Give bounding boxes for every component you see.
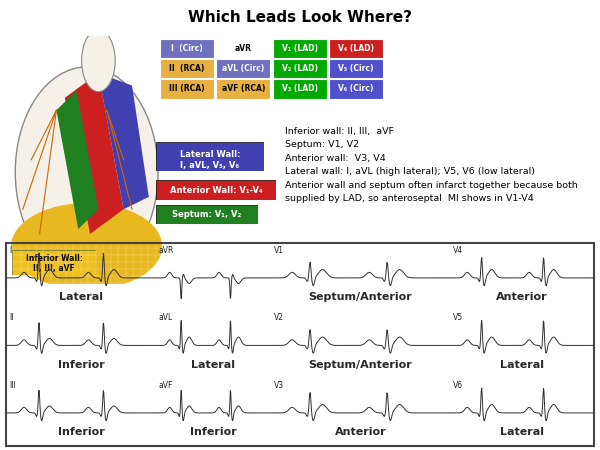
- Text: Inferior: Inferior: [58, 427, 104, 437]
- Text: aVR: aVR: [158, 246, 173, 255]
- Text: Lateral: Lateral: [500, 360, 544, 369]
- Text: Which Leads Look Where?: Which Leads Look Where?: [188, 10, 412, 25]
- Text: Septum: V₁, V₂: Septum: V₁, V₂: [172, 210, 242, 219]
- Text: Inferior: Inferior: [58, 360, 104, 369]
- FancyBboxPatch shape: [160, 79, 214, 99]
- Text: V₆ (Circ): V₆ (Circ): [338, 85, 374, 94]
- FancyBboxPatch shape: [160, 39, 214, 58]
- Text: V₄ (LAD): V₄ (LAD): [338, 44, 374, 53]
- Text: Anterior: Anterior: [496, 292, 548, 302]
- Text: Lateral Wall:: Lateral Wall:: [180, 150, 240, 159]
- Ellipse shape: [15, 67, 158, 277]
- FancyBboxPatch shape: [273, 121, 594, 226]
- Text: V₃ (LAD): V₃ (LAD): [281, 85, 317, 94]
- Text: V3: V3: [274, 381, 284, 390]
- Text: V5: V5: [453, 313, 463, 322]
- Text: Septum/Anterior: Septum/Anterior: [308, 360, 412, 369]
- Text: II: II: [9, 313, 13, 322]
- Text: V6: V6: [453, 381, 463, 390]
- Text: I  (Circ): I (Circ): [171, 44, 203, 53]
- Text: V₂ (LAD): V₂ (LAD): [281, 64, 317, 73]
- Text: aVF: aVF: [158, 381, 173, 390]
- FancyBboxPatch shape: [217, 59, 271, 78]
- Text: Lateral: Lateral: [500, 427, 544, 437]
- FancyBboxPatch shape: [272, 79, 326, 99]
- FancyBboxPatch shape: [272, 59, 326, 78]
- FancyBboxPatch shape: [217, 39, 271, 58]
- FancyBboxPatch shape: [217, 79, 271, 99]
- FancyBboxPatch shape: [156, 142, 264, 171]
- Text: aVR: aVR: [235, 44, 252, 53]
- Text: II, III, aVF: II, III, aVF: [33, 264, 75, 273]
- Text: V4: V4: [453, 246, 463, 255]
- Text: Lateral: Lateral: [59, 292, 103, 302]
- Text: aVF (RCA): aVF (RCA): [221, 85, 265, 94]
- Text: aVL: aVL: [158, 313, 172, 322]
- Text: Inferior Wall:: Inferior Wall:: [26, 254, 82, 263]
- FancyBboxPatch shape: [12, 250, 96, 274]
- Text: V2: V2: [274, 313, 284, 322]
- Text: Anterior Wall: V₁-V₄: Anterior Wall: V₁-V₄: [170, 185, 262, 194]
- Text: Septum/Anterior: Septum/Anterior: [308, 292, 412, 302]
- FancyBboxPatch shape: [329, 39, 383, 58]
- Text: II  (RCA): II (RCA): [169, 64, 205, 73]
- Polygon shape: [56, 90, 98, 229]
- FancyBboxPatch shape: [160, 59, 214, 78]
- Text: I: I: [9, 246, 11, 255]
- FancyBboxPatch shape: [156, 205, 258, 224]
- Text: aVL (Circ): aVL (Circ): [222, 64, 265, 73]
- Text: V₁ (LAD): V₁ (LAD): [281, 44, 317, 53]
- FancyBboxPatch shape: [272, 39, 326, 58]
- Text: V₅ (Circ): V₅ (Circ): [338, 64, 374, 73]
- Text: III (RCA): III (RCA): [169, 85, 205, 94]
- Ellipse shape: [82, 30, 115, 92]
- Text: V1: V1: [274, 246, 284, 255]
- Text: Inferior: Inferior: [190, 427, 236, 437]
- Ellipse shape: [11, 203, 162, 290]
- Text: I, aVL, V₅, V₆: I, aVL, V₅, V₆: [181, 161, 239, 170]
- FancyBboxPatch shape: [329, 59, 383, 78]
- Polygon shape: [65, 73, 124, 234]
- FancyBboxPatch shape: [329, 79, 383, 99]
- Text: Lateral: Lateral: [191, 360, 235, 369]
- Text: Inferior wall: II, III,  aVF
Septum: V1, V2
Anterior wall:  V3, V4
Lateral wall:: Inferior wall: II, III, aVF Septum: V1, …: [286, 127, 578, 203]
- Polygon shape: [98, 73, 149, 209]
- Text: Anterior: Anterior: [334, 427, 386, 437]
- Text: III: III: [9, 381, 16, 390]
- FancyBboxPatch shape: [156, 180, 276, 200]
